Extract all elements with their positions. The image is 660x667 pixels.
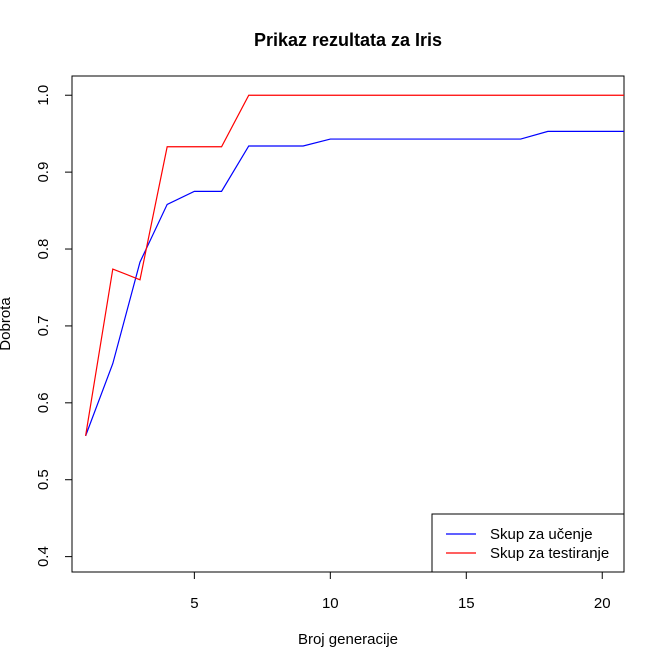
x-tick-label: 10: [322, 595, 339, 612]
data-point: [357, 95, 358, 96]
y-tick-label: 0.9: [35, 162, 52, 183]
data-point: [194, 146, 195, 147]
y-tick-label: 0.7: [35, 315, 52, 336]
data-point: [275, 145, 276, 146]
legend-label: Skup za testiranje: [490, 545, 609, 562]
data-point: [493, 95, 494, 96]
data-point: [112, 363, 113, 364]
data-point: [303, 145, 304, 146]
x-axis-label: Broj generacije: [298, 631, 398, 648]
legend-label: Skup za učenje: [490, 526, 593, 543]
y-axis-label: Dobrota: [0, 297, 14, 351]
data-point: [384, 95, 385, 96]
x-axis: 5 10 15 20: [190, 571, 611, 612]
data-point: [466, 138, 467, 139]
data-point: [623, 95, 624, 96]
data-point: [384, 138, 385, 139]
series-0: [85, 130, 624, 437]
data-point: [438, 95, 439, 96]
data-point: [623, 131, 624, 132]
x-tick-label: 5: [190, 595, 198, 612]
data-point: [411, 138, 412, 139]
y-tick-label: 0.4: [35, 546, 52, 567]
data-point: [167, 204, 168, 205]
y-tick-label: 1.0: [35, 85, 52, 106]
x-tick-label: 15: [458, 595, 475, 612]
data-point: [602, 95, 603, 96]
y-tick-label: 0.8: [35, 239, 52, 260]
data-point: [574, 131, 575, 132]
data-point: [411, 95, 412, 96]
data-point: [248, 145, 249, 146]
data-point: [221, 191, 222, 192]
data-point: [547, 131, 548, 132]
data-point: [221, 146, 222, 147]
data-point: [547, 95, 548, 96]
data-point: [139, 261, 140, 262]
legend-box: [431, 513, 625, 573]
series-line: [85, 130, 624, 437]
series-line: [85, 94, 624, 436]
data-point: [112, 268, 113, 269]
x-tick-label: 20: [594, 595, 611, 612]
data-point: [602, 131, 603, 132]
data-point: [167, 146, 168, 147]
data-point: [330, 95, 331, 96]
data-point: [194, 191, 195, 192]
data-point: [574, 95, 575, 96]
chart-title: Prikaz rezultata za Iris: [254, 30, 442, 50]
y-tick-label: 0.6: [35, 392, 52, 413]
data-point: [275, 95, 276, 96]
data-point: [330, 138, 331, 139]
data-point: [520, 95, 521, 96]
data-point: [248, 95, 249, 96]
data-point: [85, 435, 86, 436]
series-1: [85, 94, 624, 436]
data-point: [493, 138, 494, 139]
data-point: [139, 279, 140, 280]
data-point: [303, 95, 304, 96]
legend: Skup za učenje Skup za testiranje: [431, 513, 625, 573]
data-point: [466, 95, 467, 96]
data-point: [520, 138, 521, 139]
data-point: [357, 138, 358, 139]
y-tick-label: 0.5: [35, 469, 52, 490]
data-point: [438, 138, 439, 139]
plot-frame: [71, 75, 625, 573]
series-layer: [85, 94, 624, 437]
y-axis: 0.4 0.5 0.6 0.7 0.8 0.9 1.0: [35, 85, 73, 567]
